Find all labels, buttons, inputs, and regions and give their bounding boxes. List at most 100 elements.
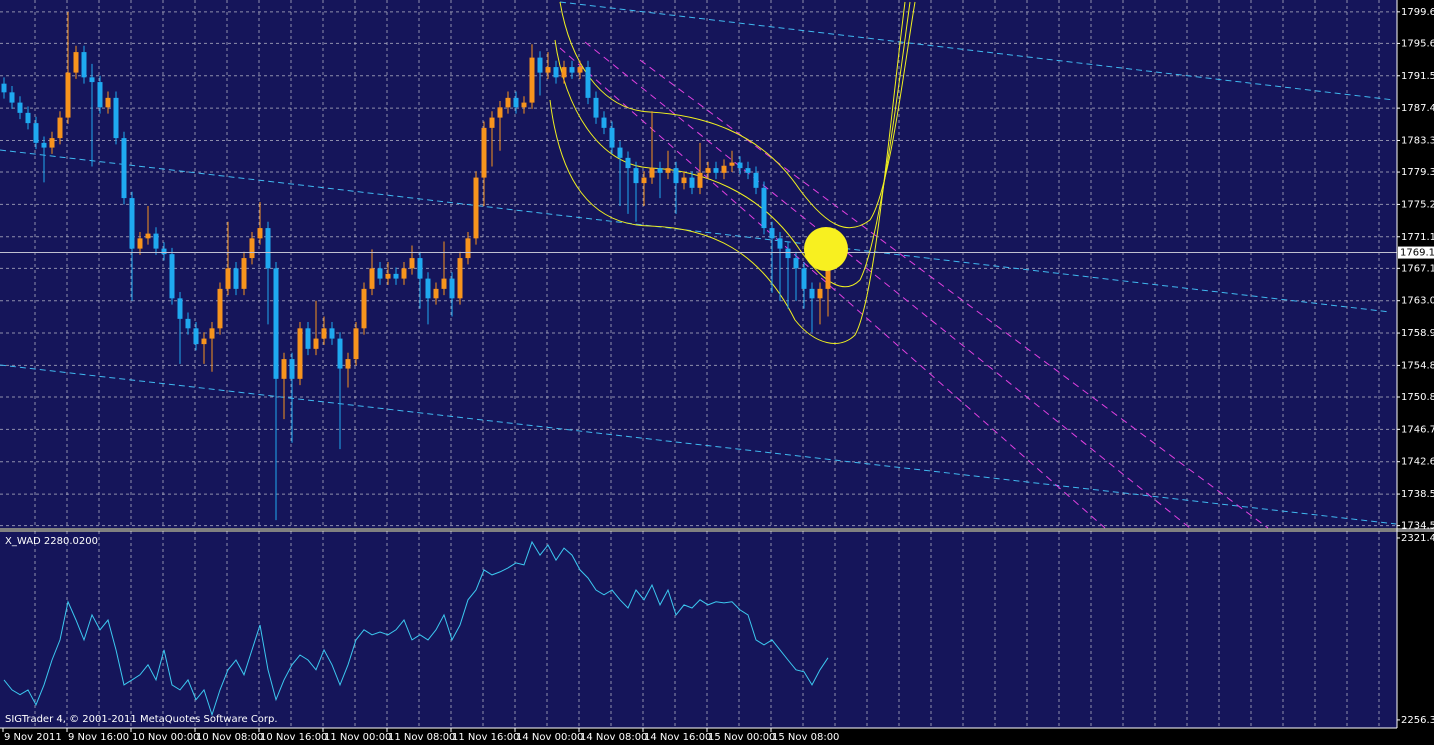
candle-body xyxy=(617,147,623,158)
x-tick-label: 14 Nov 08:00 xyxy=(580,732,647,743)
indicator-label: X_WAD 2280.0200 xyxy=(5,536,98,547)
candle-body xyxy=(569,67,575,73)
x-tick-label: 10 Nov 16:00 xyxy=(260,732,327,743)
y-tick-label: 1779.30 xyxy=(1401,167,1434,178)
y-tick-label: 1742.60 xyxy=(1401,457,1434,468)
candle-body xyxy=(73,52,79,73)
regression-channel xyxy=(559,41,1269,529)
candle-body xyxy=(41,142,47,148)
current-price-label: 1769.10 xyxy=(1400,248,1434,259)
candle-body xyxy=(625,157,631,169)
candle-body xyxy=(105,97,111,108)
candle-body xyxy=(785,248,791,259)
candle-body xyxy=(145,233,151,239)
x-tick-label: 10 Nov 08:00 xyxy=(196,732,263,743)
x-tick-label: 14 Nov 00:00 xyxy=(516,732,583,743)
y-tick-label: 1775.20 xyxy=(1401,199,1434,210)
y-tick-label: 1787.40 xyxy=(1401,103,1434,114)
candle-body xyxy=(577,67,583,73)
indicator xyxy=(3,540,829,717)
candle-body xyxy=(233,268,239,289)
candle-body xyxy=(209,328,215,339)
candle-body xyxy=(481,127,487,178)
candle-body xyxy=(497,107,503,118)
trend-line xyxy=(0,149,1391,313)
x-tick-label: 11 Nov 08:00 xyxy=(388,732,455,743)
x-tick-label: 10 Nov 00:00 xyxy=(132,732,199,743)
x-tick-label: 15 Nov 08:00 xyxy=(772,732,839,743)
candle-body xyxy=(489,117,495,128)
candle-body xyxy=(65,72,71,118)
y-tick-label: 1738.50 xyxy=(1401,489,1434,500)
candle-body xyxy=(441,278,447,289)
candle-body xyxy=(129,198,135,249)
x-tick-label: 15 Nov 00:00 xyxy=(708,732,775,743)
candle-body xyxy=(449,278,455,299)
candle-body xyxy=(161,248,167,255)
candle-body xyxy=(289,359,295,379)
x-tick-label: 14 Nov 16:00 xyxy=(644,732,711,743)
candle-body xyxy=(241,258,247,289)
candle-body xyxy=(825,263,831,289)
candle-body xyxy=(153,233,159,249)
candle-body xyxy=(281,359,287,379)
candle-body xyxy=(593,97,599,118)
candle-body xyxy=(545,67,551,73)
candle-body xyxy=(49,138,55,148)
candle-body xyxy=(529,57,535,103)
candle-body xyxy=(425,278,431,299)
candle-body xyxy=(17,102,23,113)
candle-body xyxy=(553,67,559,78)
trend-lines xyxy=(0,1,1397,525)
candle-body xyxy=(793,258,799,269)
x-tick-label: 9 Nov 16:00 xyxy=(68,732,129,743)
candle-body xyxy=(265,228,271,269)
candle-body xyxy=(817,288,823,299)
candle-body xyxy=(321,328,327,339)
x-tick-label: 9 Nov 2011 xyxy=(4,732,62,743)
candle-body xyxy=(345,359,351,369)
channel-line xyxy=(639,59,1269,529)
y-tick-label: 1758.90 xyxy=(1401,328,1434,339)
channel-line xyxy=(559,47,1106,529)
candle-body xyxy=(177,298,183,319)
candle-body xyxy=(185,318,191,329)
candle-body xyxy=(89,77,95,83)
candle-body xyxy=(137,238,143,249)
candle-body xyxy=(769,228,775,239)
y-tick-label: 1799.60 xyxy=(1401,7,1434,18)
candle-body xyxy=(681,177,687,184)
candle-body xyxy=(801,268,807,289)
current-price-box xyxy=(1398,246,1434,259)
curve xyxy=(549,1,906,344)
candle-body xyxy=(257,228,263,239)
candle-body xyxy=(225,268,231,289)
candle-body xyxy=(689,177,695,188)
channel-line xyxy=(584,41,1191,529)
candle-body xyxy=(761,187,767,229)
candle-body xyxy=(673,168,679,184)
y-tick-label: 1791.50 xyxy=(1401,71,1434,82)
candle-body xyxy=(361,288,367,329)
y-tick-label: 1750.80 xyxy=(1401,392,1434,403)
candle-body xyxy=(313,338,319,349)
candle-body xyxy=(25,112,31,124)
candle-body xyxy=(657,168,663,173)
candle-body xyxy=(609,127,615,148)
candle-body xyxy=(705,168,711,173)
candles xyxy=(0,11,1397,521)
candle-body xyxy=(665,168,671,173)
x-tick-label: 11 Nov 16:00 xyxy=(452,732,519,743)
candle-body xyxy=(729,162,735,166)
y-tick-label: 1771.10 xyxy=(1401,232,1434,243)
candle-body xyxy=(513,97,519,108)
candle-body xyxy=(201,338,207,345)
candle-body xyxy=(329,328,335,339)
highlight-circle xyxy=(804,227,848,271)
y-tick-label: 1763.00 xyxy=(1401,296,1434,307)
polynomial-curves xyxy=(549,1,916,344)
curve xyxy=(559,1,916,229)
candle-body xyxy=(337,338,343,369)
candle-body xyxy=(393,273,399,279)
